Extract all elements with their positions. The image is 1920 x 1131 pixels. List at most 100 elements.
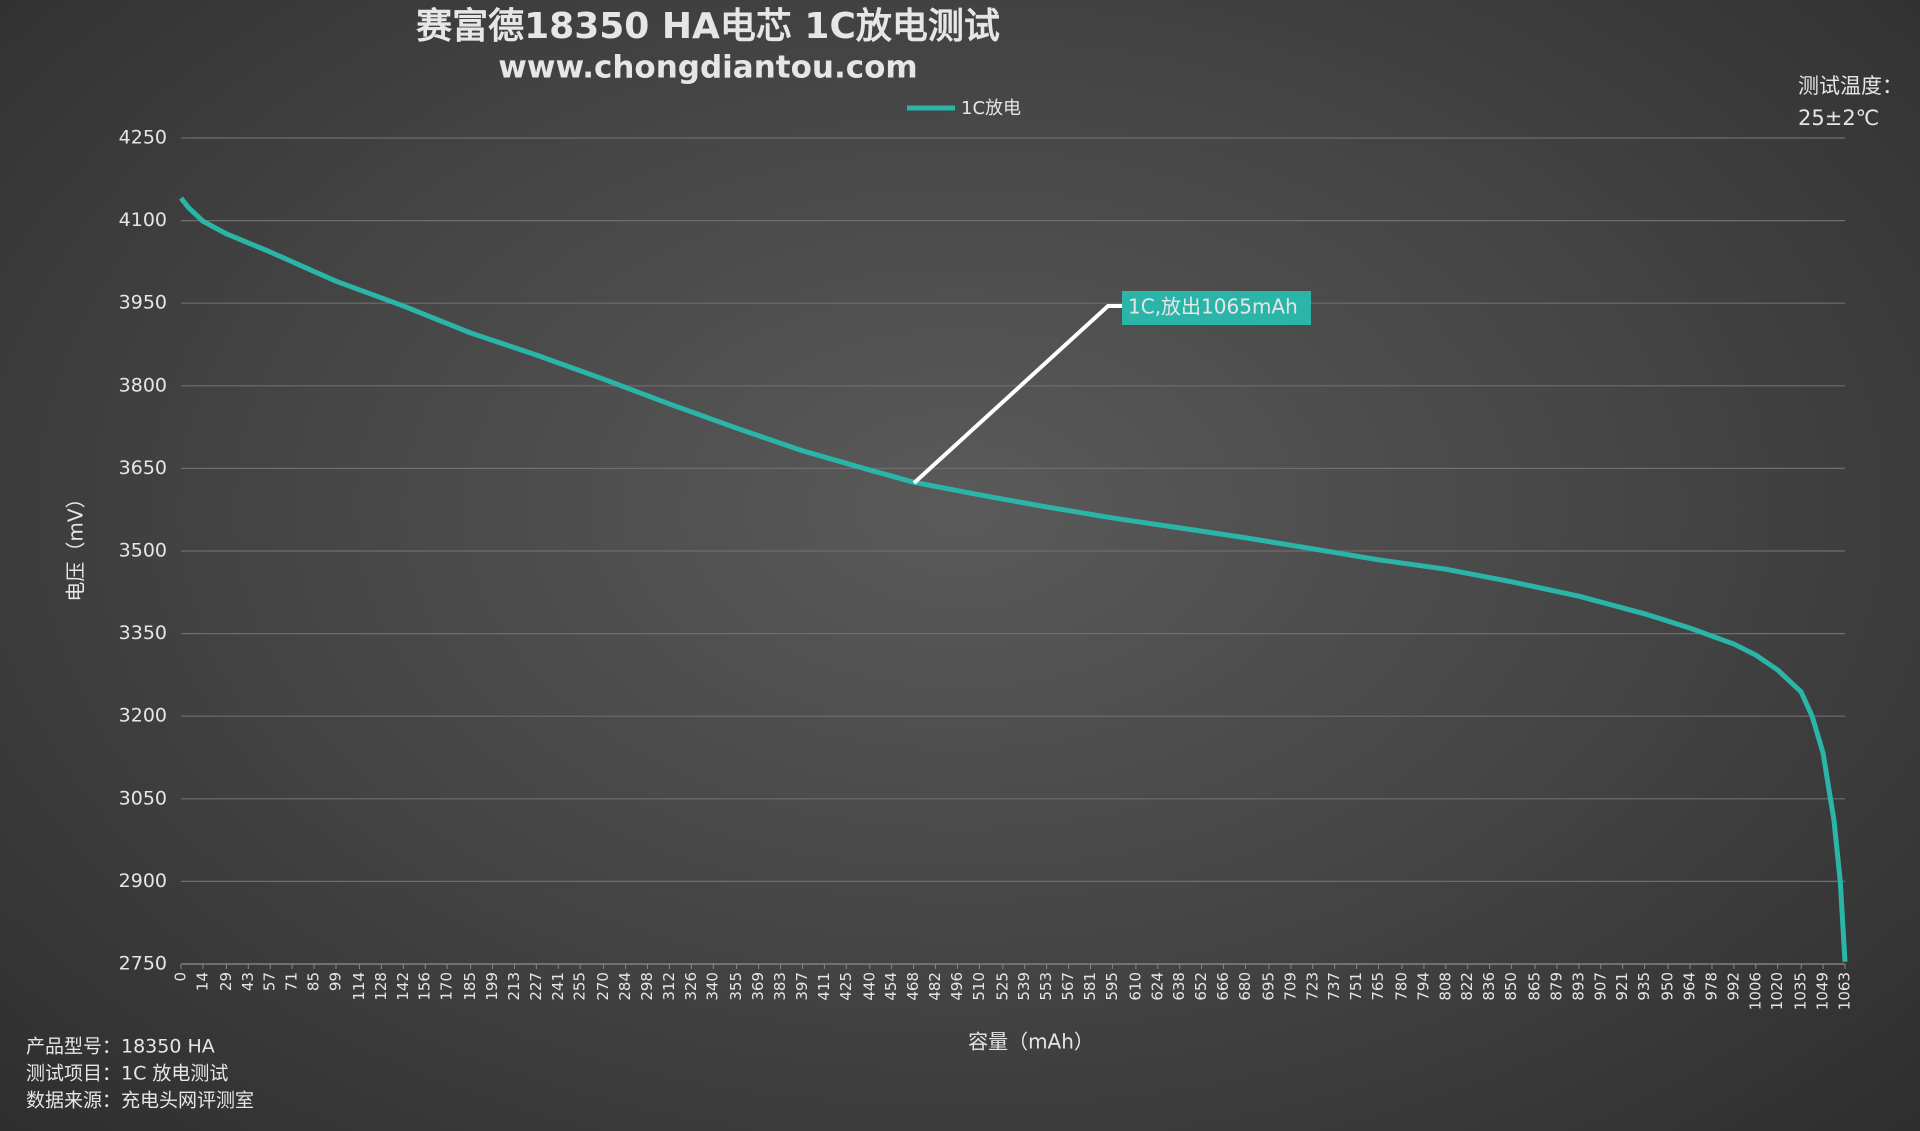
x-tick-label: 468 bbox=[904, 972, 922, 1001]
y-tick-label: 3650 bbox=[119, 457, 167, 479]
x-tick-label: 383 bbox=[771, 972, 789, 1001]
x-tick-label: 482 bbox=[926, 972, 944, 1001]
y-tick-label: 4250 bbox=[119, 127, 167, 149]
x-tick-label: 355 bbox=[727, 972, 745, 1001]
x-axis-label: 容量（mAh） bbox=[968, 1030, 1094, 1054]
x-tick-label: 652 bbox=[1192, 972, 1210, 1001]
x-tick-label: 638 bbox=[1170, 972, 1188, 1001]
x-tick-label: 185 bbox=[461, 972, 479, 1001]
x-tick-label: 539 bbox=[1015, 972, 1033, 1001]
x-tick-label: 992 bbox=[1724, 972, 1742, 1001]
y-tick-label: 3800 bbox=[119, 374, 167, 396]
x-tick-label: 326 bbox=[682, 972, 700, 1001]
x-tick-label: 553 bbox=[1037, 972, 1055, 1001]
y-tick-label: 3500 bbox=[119, 540, 167, 562]
x-tick-label: 0 bbox=[172, 972, 190, 982]
x-tick-label: 255 bbox=[571, 972, 589, 1001]
y-tick-label: 2750 bbox=[119, 953, 167, 975]
x-tick-label: 29 bbox=[217, 972, 235, 991]
x-tick-label: 1035 bbox=[1792, 972, 1810, 1010]
x-tick-label: 907 bbox=[1591, 972, 1609, 1001]
x-tick-label: 312 bbox=[660, 972, 678, 1001]
x-tick-label: 43 bbox=[239, 972, 257, 991]
x-tick-label: 794 bbox=[1414, 972, 1432, 1001]
note: 产品型号：18350 HA bbox=[26, 1036, 215, 1058]
x-tick-label: 496 bbox=[948, 972, 966, 1001]
x-tick-label: 822 bbox=[1458, 972, 1476, 1001]
annotation-box bbox=[1122, 291, 1311, 325]
x-tick-label: 921 bbox=[1613, 972, 1631, 1001]
x-tick-label: 99 bbox=[326, 972, 344, 991]
legend-label: 1C放电 bbox=[961, 98, 1021, 119]
x-tick-label: 142 bbox=[394, 972, 412, 1001]
y-tick-label: 3050 bbox=[119, 787, 167, 809]
x-tick-label: 595 bbox=[1103, 972, 1121, 1001]
x-tick-label: 411 bbox=[815, 972, 833, 1001]
x-tick-label: 71 bbox=[283, 972, 301, 991]
y-tick-label: 2900 bbox=[119, 870, 167, 892]
x-tick-label: 284 bbox=[616, 972, 634, 1001]
chart-subtitle: www.chongdiantou.com bbox=[498, 50, 917, 86]
x-tick-label: 935 bbox=[1635, 972, 1653, 1001]
x-tick-label: 199 bbox=[483, 972, 501, 1001]
x-tick-label: 950 bbox=[1659, 972, 1677, 1001]
x-tick-label: 836 bbox=[1480, 972, 1498, 1001]
x-tick-label: 1049 bbox=[1814, 972, 1832, 1010]
x-tick-label: 270 bbox=[594, 972, 612, 1001]
x-tick-label: 879 bbox=[1547, 972, 1565, 1001]
y-axis-label: 电压（mV） bbox=[64, 488, 88, 601]
series-line bbox=[179, 196, 1848, 962]
chart-title: 赛富德18350 HA电芯 1C放电测试 bbox=[416, 5, 1000, 47]
x-tick-label: 14 bbox=[193, 972, 211, 991]
x-tick-label: 610 bbox=[1126, 972, 1144, 1001]
y-tick-label: 3950 bbox=[119, 292, 167, 314]
note: 测试温度： bbox=[1798, 74, 1903, 98]
x-tick-label: 57 bbox=[261, 972, 279, 991]
x-tick-label: 525 bbox=[993, 972, 1011, 1001]
leader-line bbox=[912, 304, 1122, 485]
x-tick-label: 510 bbox=[970, 972, 988, 1001]
x-tick-label: 581 bbox=[1081, 972, 1099, 1001]
x-tick-label: 397 bbox=[793, 972, 811, 1001]
x-tick-label: 765 bbox=[1369, 972, 1387, 1001]
x-tick-label: 340 bbox=[704, 972, 722, 1001]
x-tick-label: 227 bbox=[527, 972, 545, 1001]
x-tick-label: 170 bbox=[438, 972, 456, 1001]
x-tick-label: 780 bbox=[1392, 972, 1410, 1001]
x-tick-label: 298 bbox=[638, 972, 656, 1001]
note: 25±2℃ bbox=[1798, 106, 1879, 130]
x-tick-label: 1020 bbox=[1768, 972, 1786, 1010]
x-tick-label: 666 bbox=[1214, 972, 1232, 1001]
x-tick-label: 737 bbox=[1325, 972, 1343, 1001]
x-tick-label: 440 bbox=[860, 972, 878, 1001]
x-tick-label: 213 bbox=[505, 972, 523, 1001]
x-tick-label: 85 bbox=[305, 972, 323, 991]
x-tick-label: 964 bbox=[1681, 972, 1699, 1001]
y-tick-label: 3200 bbox=[119, 705, 167, 727]
x-tick-label: 695 bbox=[1259, 972, 1277, 1001]
x-tick-label: 1063 bbox=[1836, 972, 1854, 1010]
x-tick-label: 425 bbox=[837, 972, 855, 1001]
x-tick-label: 241 bbox=[549, 972, 567, 1001]
x-tick-label: 709 bbox=[1281, 972, 1299, 1001]
x-tick-label: 369 bbox=[749, 972, 767, 1001]
y-tick-label: 4100 bbox=[119, 209, 167, 231]
x-tick-label: 893 bbox=[1569, 972, 1587, 1001]
x-tick-label: 156 bbox=[416, 972, 434, 1001]
y-tick-label: 3350 bbox=[119, 622, 167, 644]
x-tick-label: 850 bbox=[1502, 972, 1520, 1001]
x-tick-label: 865 bbox=[1526, 972, 1544, 1001]
x-tick-label: 751 bbox=[1347, 972, 1365, 1001]
x-tick-label: 624 bbox=[1148, 972, 1166, 1001]
note: 数据来源：充电头网评测室 bbox=[26, 1090, 254, 1112]
x-tick-label: 128 bbox=[372, 972, 390, 1001]
x-tick-label: 567 bbox=[1059, 972, 1077, 1001]
plot-area: 2750 2900 3050 3200 3350 3500 3650 3800 3950 4100… bbox=[119, 127, 1854, 1011]
x-tick-label: 1006 bbox=[1746, 972, 1764, 1010]
x-tick-label: 978 bbox=[1702, 972, 1720, 1001]
x-tick-label: 808 bbox=[1436, 972, 1454, 1001]
x-tick-label: 680 bbox=[1236, 972, 1254, 1001]
x-tick-label: 114 bbox=[350, 972, 368, 1001]
annotation: 1C,放出1065mAh bbox=[1128, 295, 1298, 319]
